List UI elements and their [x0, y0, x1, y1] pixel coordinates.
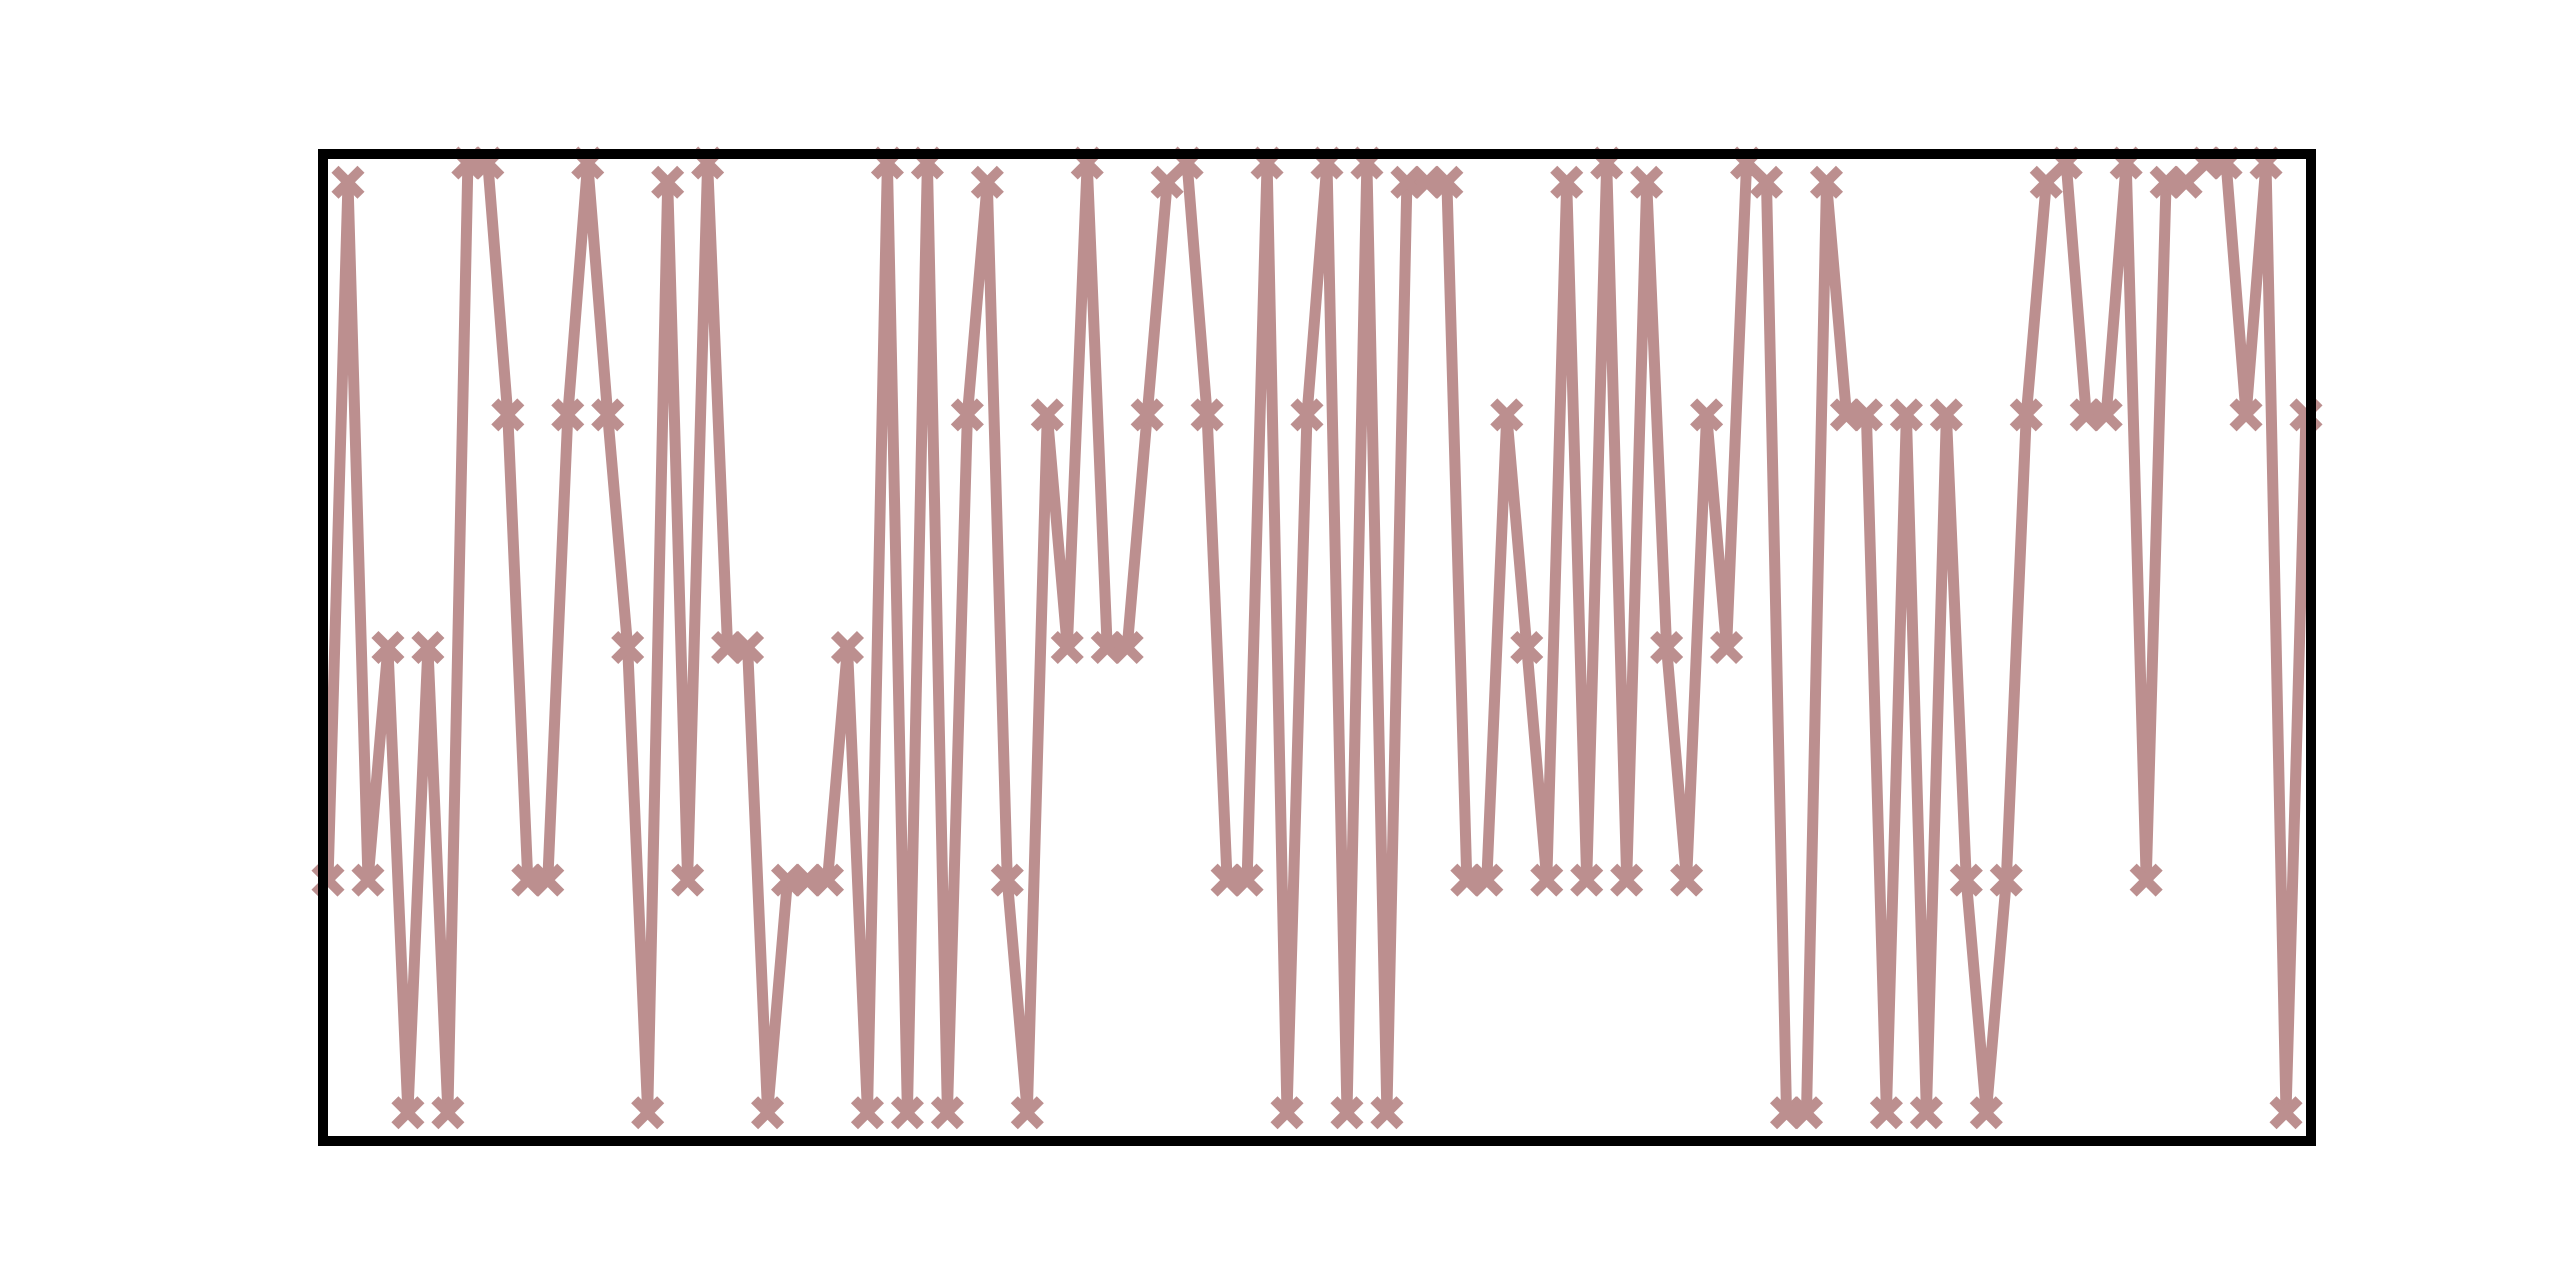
data-point-marker: [1490, 398, 1524, 432]
data-point-marker: [531, 863, 565, 897]
data-point-marker: [1270, 1096, 1304, 1130]
data-point-marker: [331, 165, 365, 199]
data-point-marker: [2129, 863, 2163, 897]
data-point-marker: [1370, 1096, 1404, 1130]
data-point-marker: [2009, 398, 2043, 432]
data-point-marker: [1190, 398, 1224, 432]
data-point-marker: [371, 630, 405, 665]
data-point-marker: [1530, 863, 1564, 897]
series-line: [322, 150, 2312, 1119]
data-point-marker: [1809, 165, 1844, 199]
data-point-marker: [830, 630, 865, 665]
data-point-marker: [890, 1096, 924, 1130]
data-point-marker: [431, 1096, 465, 1130]
data-point-marker: [1050, 630, 1084, 665]
data-point-marker: [391, 1096, 425, 1130]
series-layer: [311, 146, 2323, 1130]
data-point-marker: [731, 630, 765, 665]
data-point-marker: [1430, 165, 1464, 199]
data-point-marker: [411, 630, 445, 665]
data-point-marker: [1130, 398, 1164, 432]
data-point-marker: [1510, 630, 1544, 665]
data-point-marker: [1290, 398, 1324, 432]
data-point-marker: [1889, 398, 1923, 432]
data-point-marker: [1230, 863, 1264, 897]
data-point-marker: [990, 863, 1024, 897]
data-point-marker: [1869, 1096, 1903, 1130]
data-point-marker: [1690, 398, 1724, 432]
data-point-marker: [671, 863, 705, 897]
data-point-marker: [2269, 1096, 2303, 1130]
data-point-marker: [651, 165, 685, 199]
data-point-marker: [351, 863, 385, 897]
data-point-marker: [611, 630, 645, 665]
data-point-marker: [1570, 863, 1604, 897]
data-point-marker: [1330, 1096, 1364, 1130]
data-point-marker: [1030, 398, 1064, 432]
data-point-marker: [1909, 1096, 1943, 1130]
data-point-marker: [551, 398, 585, 432]
data-point-marker: [1650, 630, 1684, 665]
data-point-marker: [1710, 630, 1744, 665]
plot-frame: [318, 149, 2316, 1146]
data-point-marker: [810, 863, 845, 897]
data-point-marker: [1949, 863, 1983, 897]
data-point-marker: [1750, 165, 1784, 199]
data-point-marker: [591, 398, 625, 432]
data-point-marker: [1550, 165, 1584, 199]
data-point-marker: [491, 398, 525, 432]
data-point-marker: [1630, 165, 1664, 199]
data-point-marker: [1929, 398, 1963, 432]
data-point-marker: [751, 1096, 785, 1130]
data-point-marker: [2229, 398, 2263, 432]
data-point-marker: [1670, 863, 1704, 897]
data-point-marker: [1969, 1096, 2003, 1130]
data-point-marker: [1610, 863, 1644, 897]
data-point-marker: [1989, 863, 2023, 897]
data-point-marker: [1789, 1096, 1824, 1130]
data-point-marker: [1010, 1096, 1044, 1130]
data-point-marker: [970, 165, 1004, 199]
data-point-marker: [2089, 398, 2123, 432]
data-point-marker: [930, 1096, 964, 1130]
data-point-marker: [631, 1096, 665, 1130]
data-point-marker: [850, 1096, 884, 1130]
data-point-marker: [1110, 630, 1144, 665]
data-point-marker: [950, 398, 984, 432]
data-point-marker: [1849, 398, 1883, 432]
data-point-marker: [1470, 863, 1504, 897]
